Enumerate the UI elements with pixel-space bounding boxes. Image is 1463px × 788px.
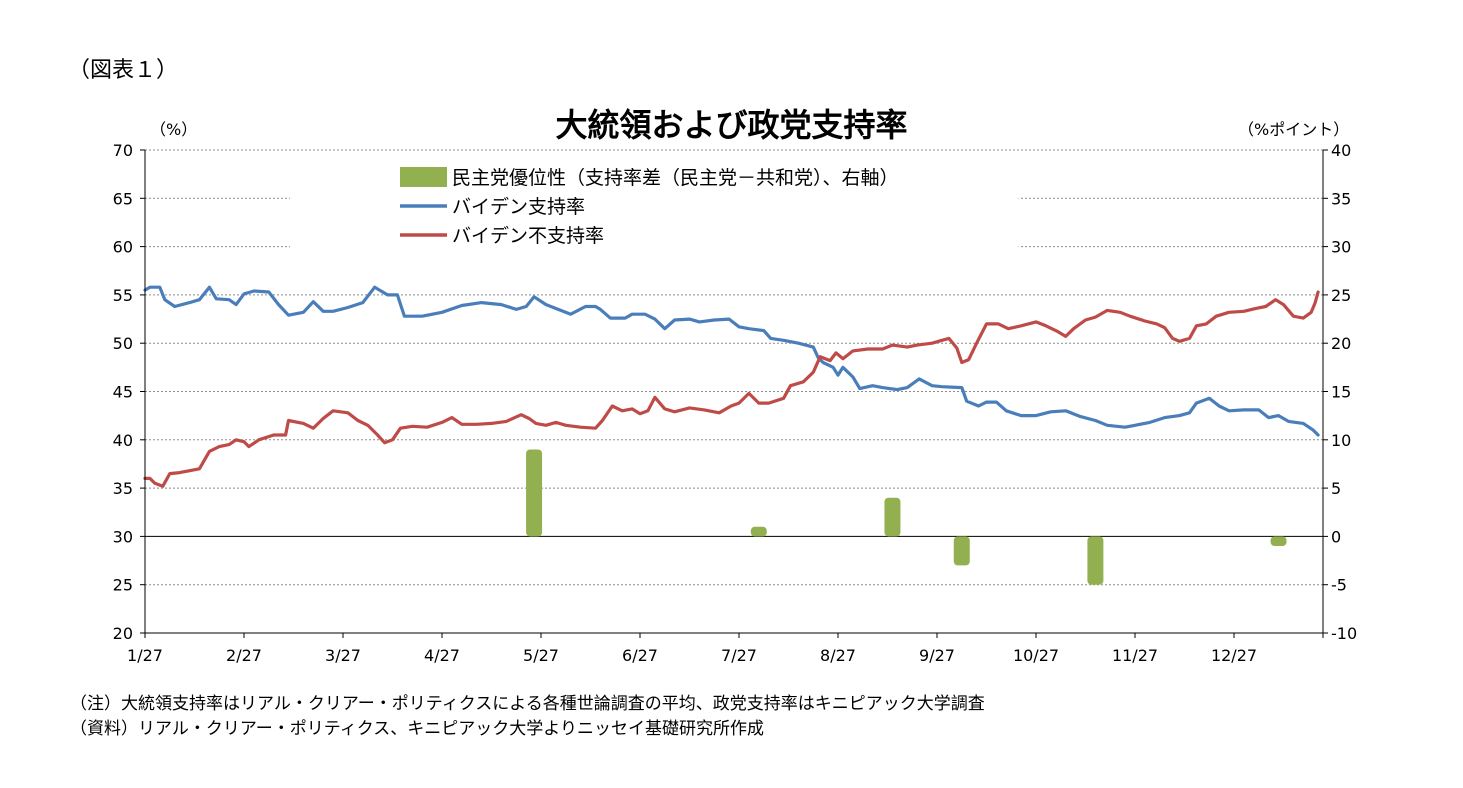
legend-label: バイデン支持率 bbox=[452, 196, 585, 218]
right-tick-label: -5 bbox=[1331, 576, 1347, 595]
bar-democratic-advantage bbox=[1270, 536, 1287, 547]
x-tick-label: 3/27 bbox=[325, 646, 361, 665]
left-tick-label: 25 bbox=[113, 576, 133, 595]
x-tick-label: 1/27 bbox=[127, 646, 163, 665]
left-tick-label: 50 bbox=[113, 334, 133, 353]
right-axis-ticks: 40 35 30 25 20 15 10 5 0 -5 -10 bbox=[1323, 141, 1357, 643]
right-tick-label: 15 bbox=[1331, 383, 1351, 402]
right-tick-label: 40 bbox=[1331, 141, 1351, 160]
legend-swatch-bar bbox=[400, 167, 447, 187]
left-tick-label: 70 bbox=[113, 141, 133, 160]
right-tick-label: 30 bbox=[1331, 238, 1351, 257]
legend-label: 民主党優位性（支持率差（民主党－共和党）、右軸） bbox=[452, 167, 899, 189]
left-axis-ticks: 70 65 60 55 50 45 40 35 30 25 20 bbox=[113, 141, 145, 643]
left-tick-label: 40 bbox=[113, 431, 133, 450]
right-tick-label: 20 bbox=[1331, 334, 1351, 353]
x-tick-label: 11/27 bbox=[1112, 646, 1158, 665]
x-tick-label: 9/27 bbox=[919, 646, 955, 665]
x-tick-label: 6/27 bbox=[622, 646, 658, 665]
right-tick-label: 10 bbox=[1331, 431, 1351, 450]
right-tick-label: -10 bbox=[1331, 624, 1357, 643]
notes: （注）大統領支持率はリアル・クリアー・ポリティクスによる各種世論調査の平均、政党… bbox=[70, 692, 985, 742]
gridlines bbox=[145, 149, 1323, 586]
bar-series bbox=[526, 449, 1287, 585]
chart-title: 大統領および政党支持率 bbox=[555, 106, 908, 144]
x-tick-label: 5/27 bbox=[523, 646, 559, 665]
left-tick-label: 35 bbox=[113, 479, 133, 498]
figure-label: （図表１） bbox=[68, 58, 179, 83]
right-tick-label: 35 bbox=[1331, 189, 1351, 208]
x-tick-label: 4/27 bbox=[424, 646, 460, 665]
bar-democratic-advantage bbox=[526, 449, 543, 537]
x-tick-label: 2/27 bbox=[226, 646, 262, 665]
left-tick-label: 30 bbox=[113, 527, 133, 546]
x-tick-label: 8/27 bbox=[820, 646, 856, 665]
right-tick-label: 25 bbox=[1331, 286, 1351, 305]
x-axis-ticks: 1/27 2/27 3/27 4/27 5/27 6/27 7/27 8/27 9/27 10/2… bbox=[127, 633, 1324, 665]
right-axis-unit: （%ポイント） bbox=[1238, 120, 1350, 139]
line-biden-approval bbox=[143, 285, 1320, 437]
line-biden-disapproval bbox=[143, 290, 1320, 488]
source-line: （資料）リアル・クリアー・ポリティクス、キニピアック大学よりニッセイ基礎研究所作… bbox=[70, 719, 764, 739]
right-tick-label: 5 bbox=[1331, 479, 1341, 498]
legend-label: バイデン不支持率 bbox=[452, 225, 604, 247]
left-tick-label: 55 bbox=[113, 286, 133, 305]
left-tick-label: 60 bbox=[113, 238, 133, 257]
bar-democratic-advantage bbox=[750, 526, 767, 537]
x-tick-label: 10/27 bbox=[1013, 646, 1059, 665]
left-tick-label: 20 bbox=[113, 624, 133, 643]
left-tick-label: 65 bbox=[113, 189, 133, 208]
left-axis-unit: （%） bbox=[150, 120, 198, 139]
bar-democratic-advantage bbox=[1087, 536, 1104, 585]
right-tick-label: 0 bbox=[1331, 527, 1341, 546]
left-tick-label: 45 bbox=[113, 383, 133, 402]
bar-democratic-advantage bbox=[953, 536, 970, 566]
x-tick-label: 12/27 bbox=[1211, 646, 1257, 665]
line-series bbox=[143, 285, 1320, 488]
note-line: （注）大統領支持率はリアル・クリアー・ポリティクスによる各種世論調査の平均、政党… bbox=[70, 694, 985, 714]
x-tick-label: 7/27 bbox=[721, 646, 757, 665]
bar-democratic-advantage bbox=[884, 497, 901, 537]
